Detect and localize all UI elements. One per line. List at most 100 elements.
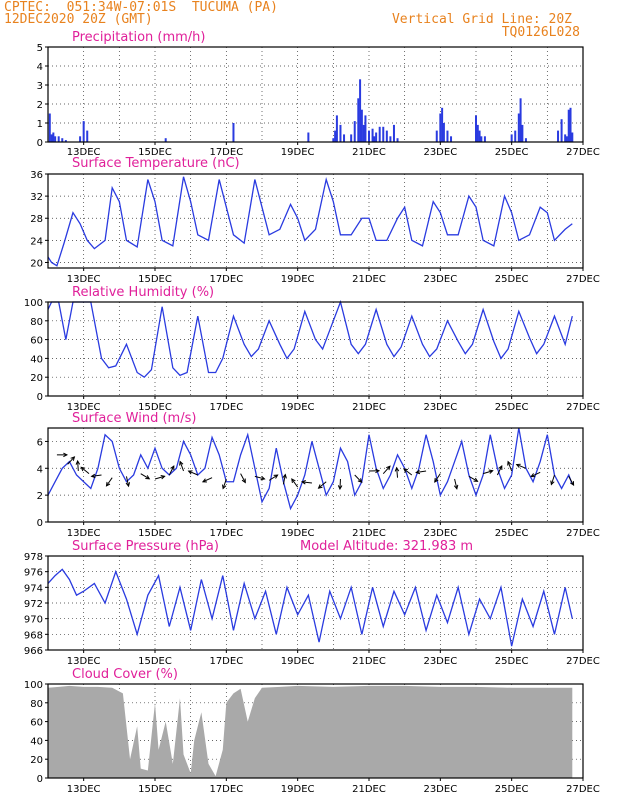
precip-xtick-label: 23DEC [423, 147, 457, 158]
temp-xtick-label: 15DEC [138, 274, 172, 285]
wind-arrow [496, 465, 503, 476]
precip-bar [52, 132, 55, 142]
wind-arrow-head [394, 466, 400, 472]
precip-bar [514, 130, 517, 142]
precip-bar [373, 136, 376, 142]
pres-xtick-label: 19DEC [281, 656, 315, 667]
precip-bar [353, 121, 356, 142]
precip-bar [564, 134, 567, 142]
precip-bar [480, 136, 483, 142]
precip-bar [569, 107, 572, 142]
temp-ytick-label: 36 [30, 170, 43, 181]
wind-arrow-head [473, 477, 479, 482]
precip-bar [557, 130, 560, 142]
precip-bar [567, 109, 570, 142]
wind-arrow [318, 481, 327, 489]
precip-bar [343, 134, 346, 142]
wind-arrow [291, 478, 299, 488]
rh-ytick-label: 40 [30, 354, 43, 365]
precip-bar [371, 128, 374, 142]
wind-arrow-head [75, 459, 81, 465]
precip-bar [517, 113, 520, 142]
temp-xtick-label: 17DEC [209, 274, 243, 285]
wind-arrow [168, 465, 175, 476]
wind-arrow-head [530, 473, 536, 478]
cloud-xtick-label: 13DEC [67, 784, 101, 795]
precip-bar [332, 138, 335, 142]
cloud-ytick-label: 0 [37, 774, 43, 785]
precip-xtick-label: 17DEC [209, 147, 243, 158]
wind-arrow-head [282, 473, 287, 479]
precip-bar [396, 138, 399, 142]
rh-xtick-label: 21DEC [352, 402, 386, 413]
pres-xtick-label: 21DEC [352, 656, 386, 667]
precip-xtick-label: 19DEC [281, 147, 315, 158]
cloud-xtick-label: 25DEC [495, 784, 529, 795]
pres-xtick-label: 25DEC [495, 656, 529, 667]
temp-xtick-label: 19DEC [281, 274, 315, 285]
cloud-xtick-label: 21DEC [352, 784, 386, 795]
wind-frame [47, 427, 584, 523]
wind-arrow-head [357, 478, 363, 483]
rh-line [47, 299, 573, 379]
precip-bar [382, 126, 385, 142]
wind-arrow [454, 478, 458, 489]
grid-note: Vertical Grid Line: 20Z [391, 12, 572, 27]
wind-arrow [507, 461, 513, 472]
cloud-ytick-label: 40 [30, 736, 43, 747]
precip-bar [476, 124, 479, 142]
wind-arrow-head [63, 452, 69, 458]
precip-bar [232, 123, 235, 142]
wind-arrow-head [80, 466, 86, 472]
wind-arrow [382, 465, 391, 474]
wind-arrow [550, 474, 555, 485]
wind-xtick-label: 25DEC [495, 528, 529, 539]
rh-frame [47, 301, 584, 397]
cloud-xtick-label: 17DEC [209, 784, 243, 795]
wind-arrow [403, 468, 413, 476]
precip-bar [61, 138, 64, 142]
cloud-xtick-label: 15DEC [138, 784, 172, 795]
precip-ytick-label: 1 [37, 119, 43, 130]
precip-bar [446, 130, 449, 142]
rh-ytick-label: 100 [24, 298, 43, 309]
precip-ytick-label: 4 [37, 62, 43, 73]
wind-arrow [80, 466, 90, 475]
precip-bar [385, 130, 388, 142]
wind-arrow-head [187, 470, 193, 475]
temp-xtick-label: 21DEC [352, 274, 386, 285]
wind-arrow-head [337, 485, 343, 491]
precip-bar [519, 98, 522, 142]
wind-arrow-head [160, 475, 166, 480]
wind-arrow-head [241, 478, 246, 484]
precip-bar [79, 136, 82, 142]
wind-arrow-head [201, 478, 207, 483]
rh-xtick-label: 23DEC [423, 402, 457, 413]
precip-bar [360, 109, 363, 142]
wind-line [47, 427, 573, 511]
wind-arrow-head [317, 484, 323, 489]
rh-ytick-label: 60 [30, 336, 43, 347]
pres-annotation: Model Altitude: 321.983 m [300, 539, 473, 554]
temp-frame [47, 173, 584, 269]
wind-arrow [222, 478, 227, 489]
pres-xtick-label: 13DEC [67, 656, 101, 667]
rh-xtick-label: 17DEC [209, 402, 243, 413]
pres-xtick-label: 23DEC [423, 656, 457, 667]
precip-bar [378, 126, 381, 142]
wind-arrow-head [386, 465, 391, 471]
precip-bar [435, 130, 438, 142]
precip-ytick-label: 5 [37, 43, 43, 54]
precip-bar [64, 140, 67, 142]
wind-arrow-head [105, 481, 111, 487]
wind-xtick-label: 27DEC [566, 528, 600, 539]
cloud-xtick-label: 27DEC [566, 784, 600, 795]
wind-arrow [125, 476, 130, 487]
temp-xtick-label: 25DEC [495, 274, 529, 285]
cloud-ytick-label: 60 [30, 718, 43, 729]
precip-bar [82, 121, 85, 142]
precip-bar [359, 79, 362, 142]
precip-bar [164, 138, 167, 142]
precip-bar [375, 132, 378, 142]
precip-bar [521, 124, 524, 142]
